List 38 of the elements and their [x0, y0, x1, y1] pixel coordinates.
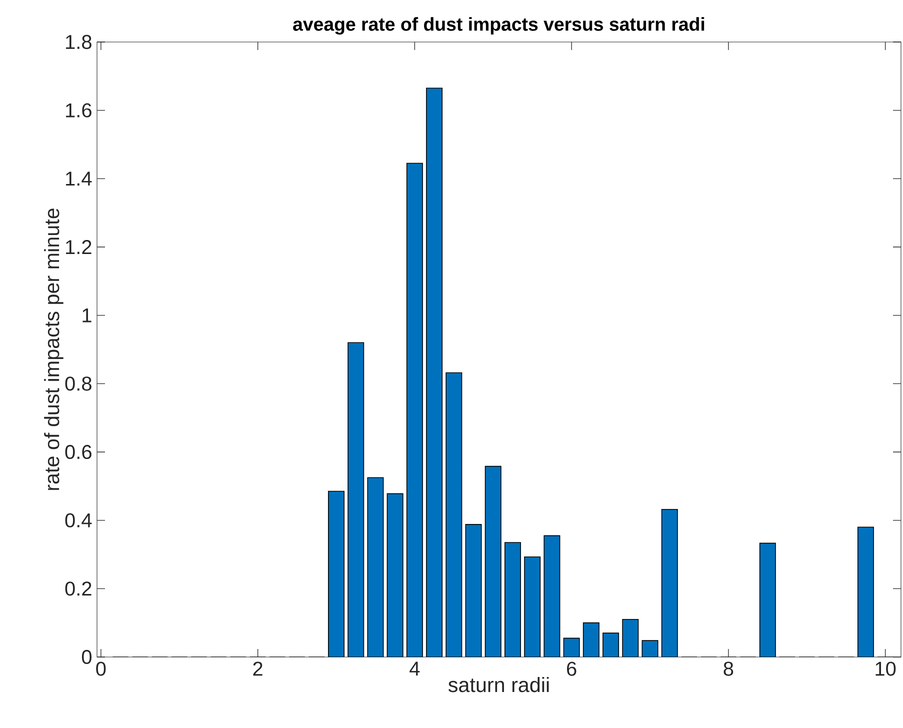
y-tick-label: 0.2 [65, 582, 92, 596]
x-tick-label: 4 [410, 662, 420, 676]
bar [484, 466, 502, 657]
bar [661, 508, 678, 657]
chart-title: aveage rate of dust impacts versus saturn radi [293, 17, 704, 35]
x-tick-label: 10 [876, 662, 896, 676]
y-axis-title: rate of dust impacts per minute [44, 208, 64, 490]
bar [642, 640, 658, 657]
y-tick-label: 1.2 [66, 240, 92, 254]
y-tick-label: 1 [82, 308, 92, 322]
x-tick-label: 6 [567, 662, 576, 676]
bar [544, 535, 560, 657]
bar [524, 556, 541, 657]
bar [465, 524, 482, 657]
y-tick-label: 0.6 [65, 444, 92, 460]
x-tick-label: 8 [724, 662, 734, 676]
bar [582, 622, 600, 657]
bar [406, 162, 423, 657]
bar [386, 493, 404, 657]
y-tick-label: 1.4 [66, 172, 92, 186]
bar [328, 490, 344, 657]
x-axis-title: saturn radii [448, 677, 549, 692]
y-tick-label: 0.4 [65, 513, 92, 528]
y-tick-label: 1.6 [66, 103, 92, 118]
bar [857, 526, 874, 657]
bar [446, 372, 462, 657]
bar [622, 619, 639, 657]
x-tick-label: 0 [96, 662, 106, 676]
bar [563, 638, 580, 657]
bar [759, 542, 776, 657]
bar [504, 542, 521, 657]
bar [348, 342, 364, 657]
y-tick-label: 0 [82, 650, 92, 664]
y-tick-label: 1.8 [66, 34, 92, 50]
bar [426, 88, 443, 657]
y-tick-label: 0.8 [65, 376, 92, 391]
bar [367, 477, 384, 657]
x-tick-label: 2 [253, 662, 262, 676]
